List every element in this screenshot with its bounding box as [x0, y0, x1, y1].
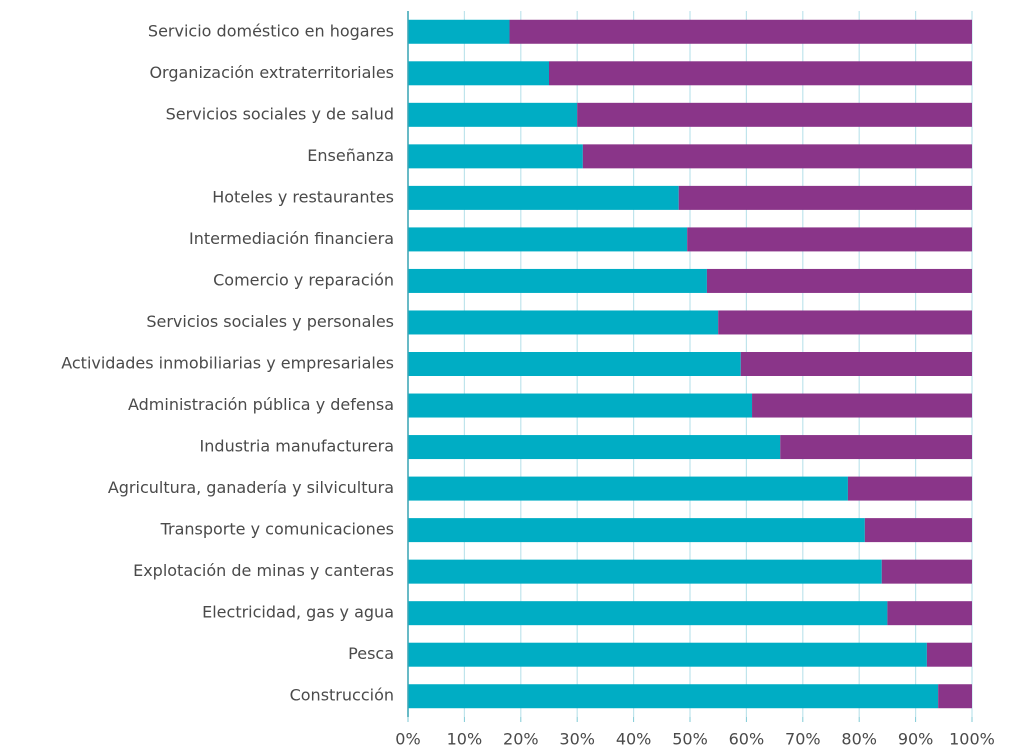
- x-tick-label: 100%: [949, 730, 995, 749]
- bar-segment: [864, 518, 972, 543]
- bar-segment: [408, 185, 679, 210]
- x-tick-label: 20%: [503, 730, 539, 749]
- x-tick-label: 50%: [672, 730, 708, 749]
- y-tick-label: Pesca: [348, 644, 394, 663]
- bar-segment: [549, 61, 972, 86]
- y-tick-label: Explotación de minas y canteras: [133, 561, 394, 580]
- bar-segment: [887, 601, 972, 626]
- y-tick-label: Intermediación financiera: [189, 229, 394, 248]
- y-tick-label: Servicio doméstico en hogares: [148, 21, 394, 40]
- bar-segment: [847, 476, 972, 501]
- y-tick-label: Enseñanza: [307, 146, 394, 165]
- y-tick-label: Agricultura, ganadería y silvicultura: [108, 478, 394, 497]
- bar-segment: [577, 102, 972, 127]
- bar-segment: [881, 559, 972, 584]
- bar-segment: [408, 684, 939, 709]
- y-tick-label: Servicios sociales y de salud: [166, 104, 394, 123]
- bar-segment: [780, 435, 972, 460]
- bar-segment: [408, 393, 753, 418]
- bar-segment: [408, 518, 865, 543]
- x-tick-label: 10%: [447, 730, 483, 749]
- y-tick-label: Actividades inmobiliarias y empresariale…: [61, 354, 394, 373]
- bar-segment: [408, 435, 781, 460]
- bar-segment: [582, 144, 972, 169]
- y-tick-label: Construcción: [290, 686, 394, 705]
- bar-segment: [408, 102, 578, 127]
- y-tick-label: Electricidad, gas y agua: [202, 603, 394, 622]
- bar-segment: [678, 185, 972, 210]
- bar-segment: [718, 310, 972, 335]
- bar-segment: [926, 642, 972, 667]
- bar-segment: [408, 268, 707, 293]
- bar-segment: [408, 19, 510, 44]
- x-tick-label: 60%: [729, 730, 765, 749]
- y-tick-label: Organización extraterritoriales: [149, 63, 394, 82]
- x-tick-label: 70%: [785, 730, 821, 749]
- y-tick-label: Industria manufacturera: [200, 437, 394, 456]
- bar-segment: [408, 352, 741, 376]
- bar-segment: [408, 144, 583, 169]
- bar-segment: [408, 559, 882, 584]
- bar-segment: [408, 601, 888, 626]
- x-tick-label: 90%: [898, 730, 934, 749]
- y-tick-label: Servicios sociales y personales: [146, 312, 394, 331]
- bar-segment: [408, 227, 688, 252]
- bar-segment: [509, 19, 972, 44]
- x-tick-label: 40%: [616, 730, 652, 749]
- bar-segment: [740, 352, 972, 376]
- bar-segment: [938, 684, 972, 709]
- y-tick-label: Hoteles y restaurantes: [212, 187, 394, 206]
- bar-segment: [408, 61, 549, 86]
- bar-segment: [408, 476, 848, 501]
- bar-segment: [408, 310, 719, 335]
- x-tick-label: 0%: [395, 730, 420, 749]
- x-tick-label: 80%: [841, 730, 877, 749]
- y-tick-label: Transporte y comunicaciones: [160, 520, 394, 539]
- bar-segment: [706, 268, 972, 293]
- bar-segment: [408, 642, 927, 667]
- y-tick-label: Administración pública y defensa: [128, 395, 394, 414]
- bar-segment: [687, 227, 972, 252]
- bar-segment: [752, 393, 972, 418]
- x-tick-label: 30%: [559, 730, 595, 749]
- y-tick-label: Comercio y reparación: [213, 270, 394, 289]
